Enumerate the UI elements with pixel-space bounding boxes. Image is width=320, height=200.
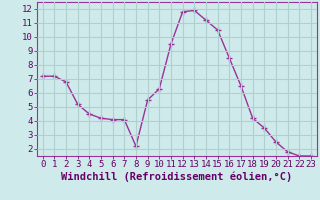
X-axis label: Windchill (Refroidissement éolien,°C): Windchill (Refroidissement éolien,°C) (61, 172, 292, 182)
